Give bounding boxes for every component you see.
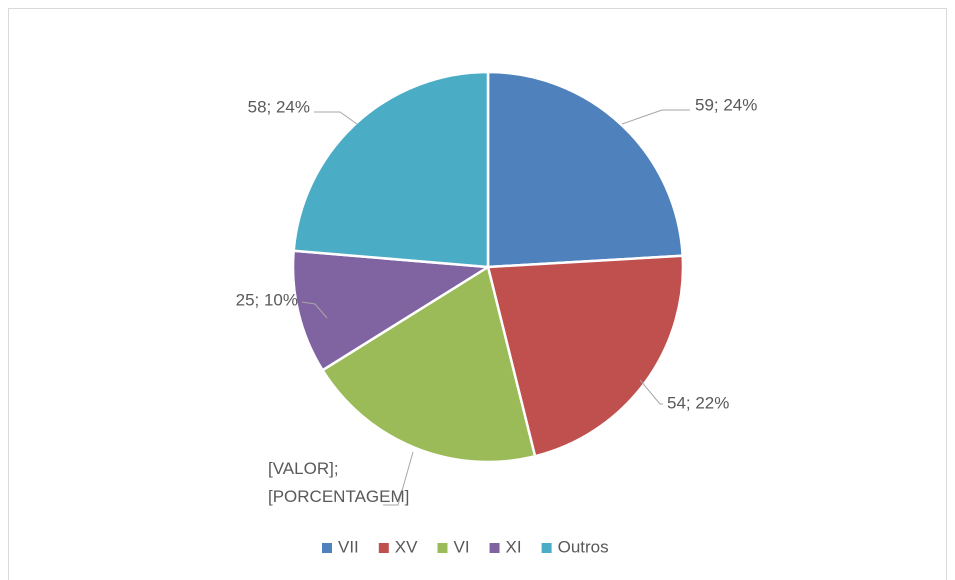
data-label: 25; 10% [236, 290, 298, 309]
pie-slice [320, 265, 537, 464]
legend-swatch [378, 543, 389, 553]
leader-line [383, 451, 414, 506]
leader-line [621, 109, 690, 125]
leader-line [301, 301, 328, 319]
legend-label: XV [395, 537, 418, 556]
legend-label: XI [506, 537, 522, 556]
data-label: [VALOR]; [PORCENTAGEM] [268, 459, 410, 506]
leader-line [314, 111, 358, 125]
pie-slice [486, 70, 684, 269]
legend-swatch [437, 543, 448, 553]
pie-slice [486, 254, 685, 458]
legend-label: VI [453, 537, 469, 556]
data-label: 58; 24% [248, 97, 310, 116]
leader-line [639, 379, 663, 405]
legend-swatch [489, 543, 500, 553]
legend-swatch [541, 543, 552, 553]
legend-label: VII [338, 537, 359, 556]
pie-slice [291, 249, 492, 372]
legend-label: Outros [558, 537, 609, 556]
legend-swatch [322, 543, 332, 553]
data-label: 54; 22% [667, 393, 729, 412]
data-label: 59; 24% [695, 95, 757, 114]
